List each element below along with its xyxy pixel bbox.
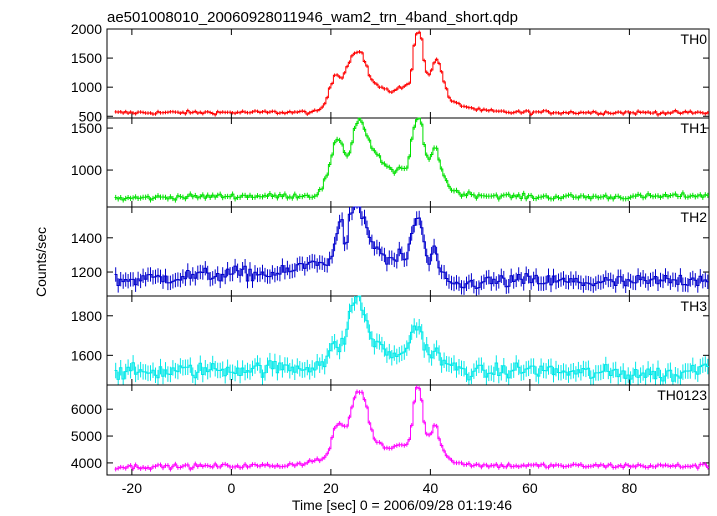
series-th1 [114,117,709,203]
series-line-th1 [114,117,709,201]
y-tick-label: 1800 [71,308,102,324]
series-line-th0123 [114,386,709,470]
y-axis-label: Counts/sec [33,227,49,297]
panels-group: TH0 500 1000 1500 2000 TH1 1000 1500 TH2 1200 1400… [71,21,710,496]
y-tick-label: 2000 [71,21,102,37]
series-th3 [114,295,709,385]
y-tick-label: 1400 [71,230,102,246]
panel-label-th2: TH2 [681,209,708,225]
panel-label-th0: TH0 [681,31,708,47]
x-tick-label: 40 [423,480,439,496]
panel-frame-th0123 [106,384,710,476]
y-tick-label: 1000 [71,162,102,178]
y-tick-label: 6000 [71,401,102,417]
y-tick-label: 5000 [71,428,102,444]
y-tick-label: 500 [79,108,103,124]
series-line-th3 [114,295,709,382]
chart-title: ae501008010_20060928011946_wam2_trn_4ban… [107,9,518,26]
x-tick-label: 60 [522,480,538,496]
series-line-th0 [114,31,709,116]
x-tick-label: 20 [323,480,339,496]
y-tick-label: 4000 [71,455,102,471]
x-tick-label: -20 [122,480,142,496]
y-tick-label: 1200 [71,264,102,280]
x-axis-label: Time [sec] 0 = 2006/09/28 01:19:46 [292,497,512,513]
panel-label-th3: TH3 [681,298,708,314]
series-th0123 [114,385,709,472]
y-tick-label: 1600 [71,347,102,363]
panel-label-th0123: TH0123 [657,387,707,403]
series-th2 [114,206,709,296]
x-tick-label: 0 [227,480,235,496]
y-tick-label: 1500 [71,50,102,66]
series-line-th2 [114,206,709,289]
y-tick-label: 1500 [71,120,102,136]
y-tick-label: 1000 [71,79,102,95]
x-tick-label: 80 [622,480,638,496]
panel-label-th1: TH1 [681,120,708,136]
series-th0 [114,30,709,117]
panel-frame-th0 [106,28,710,119]
